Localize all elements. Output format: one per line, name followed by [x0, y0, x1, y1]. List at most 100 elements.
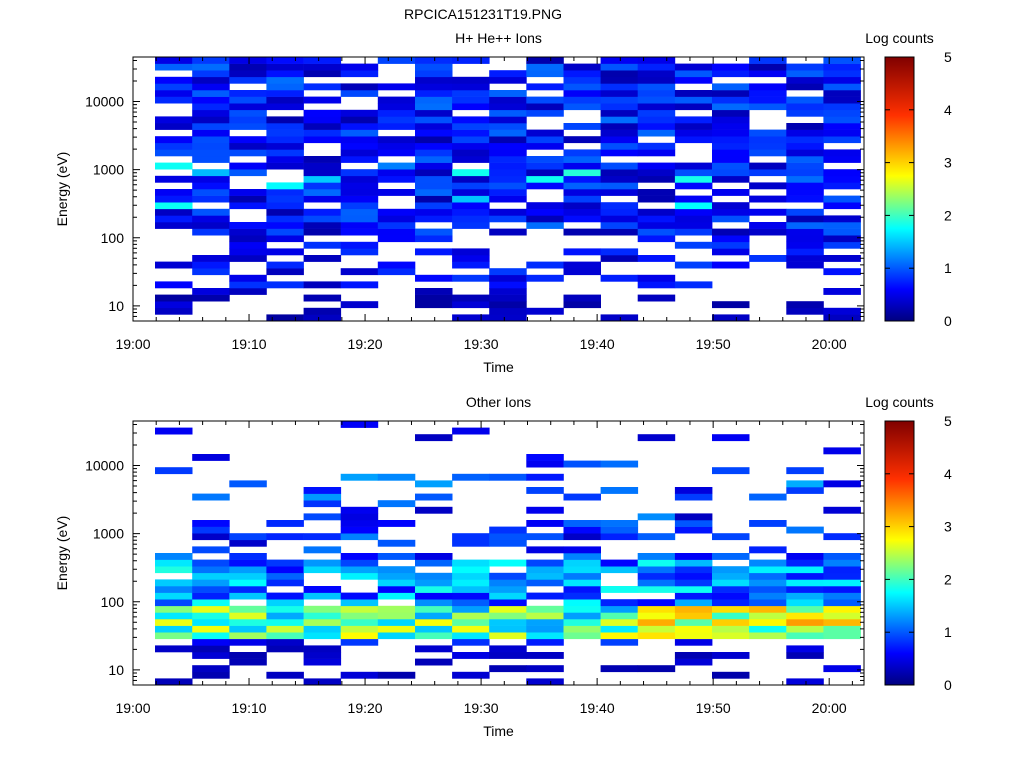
heatmap-cell [786, 592, 824, 600]
heatmap-cell [229, 63, 267, 71]
heatmap-cell [823, 533, 861, 541]
heatmap-cell [452, 473, 490, 481]
heatmap-cell [415, 228, 453, 236]
heatmap-cell [637, 533, 676, 541]
heatmap-cell [674, 599, 713, 607]
heatmap-cell [526, 460, 564, 468]
heatmap-cell [229, 638, 267, 646]
heatmap-cell [749, 566, 787, 574]
heatmap-cell [563, 625, 601, 633]
heatmap-cell [563, 70, 601, 78]
heatmap-cell [303, 83, 342, 91]
heatmap-cell [229, 76, 267, 84]
heatmap-cell [526, 605, 564, 613]
heatmap-cell [415, 162, 453, 170]
heatmap-cell [303, 255, 342, 262]
heatmap-cell [155, 261, 193, 269]
heatmap-cell [637, 605, 676, 613]
heatmap-cell [415, 288, 453, 295]
heatmap-cell [526, 454, 564, 461]
heatmap-cell [712, 169, 750, 177]
heatmap-cell [786, 83, 824, 91]
heatmap-cell [600, 70, 639, 78]
heatmap-cell [674, 586, 713, 593]
heatmap-cell [637, 612, 676, 620]
heatmap-cell [266, 202, 304, 210]
heatmap-cell [637, 189, 676, 196]
heatmap-cell [600, 116, 639, 124]
heatmap-cell [266, 625, 304, 633]
heatmap-cell [563, 612, 601, 620]
heatmap-cell [489, 189, 527, 196]
heatmap-cell [155, 301, 193, 309]
heatmap-cell [229, 652, 267, 659]
heatmap-cell [674, 566, 713, 574]
heatmap-cell [340, 605, 379, 613]
heatmap-cell [303, 70, 342, 78]
heatmap-cell [674, 592, 713, 600]
heatmap-cell [823, 96, 861, 104]
heatmap-cell [192, 288, 230, 295]
heatmap-cell [823, 612, 861, 620]
heatmap-cell [526, 142, 564, 150]
heatmap-cell [674, 76, 713, 84]
heatmap-cell [340, 182, 379, 190]
heatmap-cell [786, 123, 824, 130]
heatmap-cell [192, 208, 230, 216]
heatmap-cell [674, 553, 713, 560]
heatmap-cell [340, 83, 379, 91]
heatmap-cell [377, 57, 416, 64]
heatmap-cell [526, 612, 564, 620]
heatmap-cell [340, 215, 379, 223]
heatmap-cell [340, 109, 379, 117]
heatmap-cell [749, 605, 787, 613]
heatmap-cell [563, 526, 601, 534]
heatmap-cell [303, 57, 342, 64]
heatmap-cell [637, 572, 676, 580]
heatmap-cell [526, 678, 564, 686]
heatmap-cell [266, 182, 304, 190]
heatmap-cell [526, 175, 564, 183]
heatmap-cell [637, 90, 676, 97]
heatmap-cell [786, 487, 824, 494]
heatmap-cell [749, 222, 787, 229]
heatmap-cell [563, 195, 601, 203]
heatmap-cell [489, 156, 527, 163]
x-axis-label: Time [483, 359, 514, 375]
heatmap-cell [266, 314, 304, 322]
heatmap-cell [674, 526, 713, 534]
heatmap-cell [600, 103, 639, 111]
heatmap-cell [452, 566, 490, 574]
heatmap-cell [452, 76, 490, 84]
heatmap-cell [155, 599, 193, 607]
heatmap-cell [229, 553, 267, 560]
heatmap-cell [415, 63, 453, 71]
heatmap-cell [155, 96, 193, 104]
heatmap-cell [452, 261, 490, 269]
heatmap-cell [452, 427, 490, 435]
heatmap-cell [229, 559, 267, 567]
heatmap-cell [415, 506, 453, 514]
heatmap-cell [489, 307, 527, 315]
heatmap-cell [637, 599, 676, 607]
heatmap-cell [749, 169, 787, 177]
heatmap-cell [563, 136, 601, 144]
heatmap-cell [452, 215, 490, 223]
heatmap-cell [340, 149, 379, 157]
heatmap-cell [266, 520, 304, 527]
heatmap-cell [637, 665, 676, 673]
heatmap-cell [303, 63, 342, 71]
heatmap-cell [786, 103, 824, 111]
heatmap-cell [229, 248, 267, 256]
heatmap-cell [155, 90, 193, 97]
heatmap-cell [786, 480, 824, 488]
heatmap-cell [192, 605, 230, 613]
heatmap-cell [489, 605, 527, 613]
heatmap-cell [192, 625, 230, 633]
heatmap-cell [452, 619, 490, 626]
heatmap-cell [786, 248, 824, 256]
heatmap-cell [563, 63, 601, 71]
heatmap-cell [526, 652, 564, 659]
heatmap-cell [303, 500, 342, 508]
